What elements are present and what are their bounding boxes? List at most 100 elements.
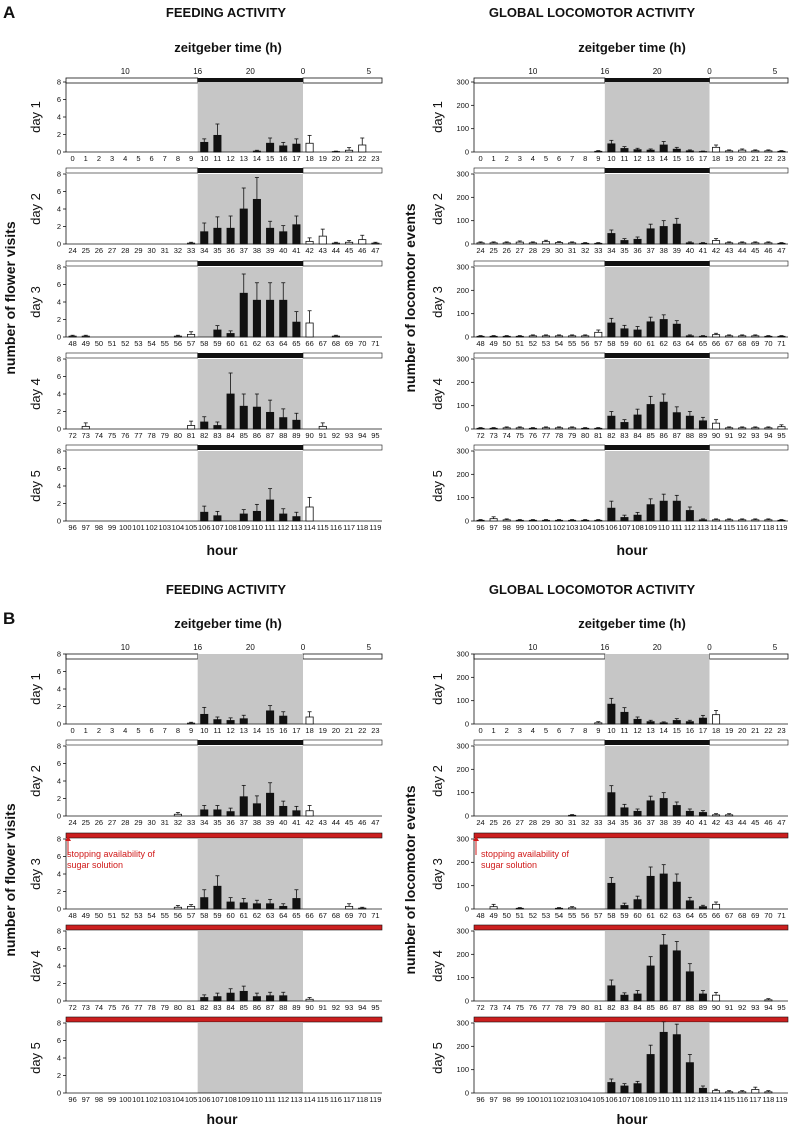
bar-hour-71 — [777, 335, 786, 338]
x-tick-label: 21 — [751, 726, 759, 735]
bar-hour-36 — [633, 810, 642, 817]
bar-hour-86 — [659, 401, 668, 430]
x-tick-label: 61 — [646, 339, 654, 348]
y-tick-label: 6 — [57, 759, 61, 768]
day-label: day 5 — [430, 470, 445, 502]
x-tick-label: 84 — [226, 1003, 234, 1012]
y-tick-label: 8 — [57, 447, 61, 456]
y-tick-label: 0 — [465, 720, 469, 729]
x-tick-label: 83 — [213, 431, 221, 440]
night-shade — [604, 174, 710, 244]
bar-hour-64 — [685, 335, 694, 338]
x-tick-label: 104 — [172, 1095, 185, 1104]
x-tick-label: 33 — [187, 246, 195, 255]
x-tick-label: 11 — [214, 726, 222, 735]
x-tick-label: 108 — [631, 1095, 644, 1104]
y-tick-label: 2 — [57, 1071, 61, 1080]
y-tick-label: 4 — [57, 1054, 61, 1063]
x-tick-label: 13 — [646, 154, 654, 163]
zeitgeber-title-b-feeding: zeitgeber time (h) — [174, 616, 282, 631]
bar-hour-114 — [712, 1090, 721, 1094]
y-tick-label: 0 — [57, 425, 61, 434]
bar-hour-117 — [751, 519, 760, 522]
bar-hour-18 — [305, 716, 314, 725]
x-tick-label: 14 — [253, 154, 261, 163]
bar-hour-87 — [672, 950, 681, 1002]
dark-phase-bar — [604, 261, 710, 266]
title-b-locomotor: GLOBAL LOCOMOTOR ACTIVITY — [489, 582, 696, 597]
x-tick-label: 14 — [660, 726, 668, 735]
zeitgeber-tick: 10 — [121, 643, 130, 652]
x-tick-label: 79 — [568, 431, 576, 440]
y-tick-label: 100 — [456, 309, 469, 318]
bar-hour-59 — [620, 905, 629, 910]
bar-hour-57 — [594, 331, 603, 338]
x-tick-label: 44 — [738, 246, 746, 255]
bar-hour-90 — [712, 994, 721, 1002]
x-tick-label: 26 — [503, 246, 511, 255]
bar-hour-15 — [266, 142, 275, 153]
x-tick-label: 50 — [503, 911, 511, 920]
x-tick-label: 38 — [660, 818, 668, 827]
dark-phase-bar — [604, 445, 710, 450]
bar-hour-70 — [358, 907, 367, 910]
x-tick-label: 45 — [751, 246, 759, 255]
day-panel-3: 0 100 200 300 day 3 48 49 50 51 52 53 54 55 56 57 58 59 6… — [430, 260, 789, 348]
x-tick-label: 9 — [189, 726, 193, 735]
x-tick-label: 76 — [529, 431, 537, 440]
day-label: day 3 — [28, 858, 43, 890]
bar-hour-29 — [541, 241, 550, 245]
x-tick-label: 29 — [542, 818, 550, 827]
x-tick-label: 91 — [319, 1003, 327, 1012]
x-tick-label: 92 — [332, 431, 340, 440]
bar-hour-37 — [646, 228, 655, 245]
x-tick-label: 57 — [594, 911, 602, 920]
x-tick-label: 112 — [684, 523, 696, 532]
x-tick-label: 77 — [134, 1003, 142, 1012]
x-tick-label: 116 — [330, 523, 342, 532]
x-tick-label: 10 — [607, 726, 615, 735]
x-tick-label: 6 — [149, 154, 153, 163]
x-tick-label: 15 — [673, 726, 681, 735]
bar-hour-15 — [672, 148, 681, 153]
x-tick-label: 26 — [95, 246, 103, 255]
x-tick-label: 40 — [279, 818, 287, 827]
x-tick-label: 101 — [540, 523, 553, 532]
x-tick-label: 15 — [266, 726, 274, 735]
bar-hour-69 — [751, 335, 760, 338]
zeitgeber-tick: 16 — [193, 67, 202, 76]
bar-hour-82 — [200, 421, 209, 430]
x-tick-label: 81 — [594, 1003, 602, 1012]
y-tick-label: 6 — [57, 1036, 61, 1045]
x-tick-label: 47 — [777, 246, 785, 255]
x-tick-label: 103 — [566, 1095, 579, 1104]
x-tick-label: 63 — [673, 339, 681, 348]
bar-hour-83 — [213, 425, 222, 430]
x-tick-label: 42 — [305, 246, 313, 255]
x-tick-label: 31 — [161, 818, 169, 827]
x-tick-label: 62 — [253, 911, 261, 920]
x-tick-label: 29 — [542, 246, 550, 255]
x-tick-label: 53 — [542, 911, 550, 920]
x-tick-label: 11 — [214, 154, 222, 163]
x-tick-label: 49 — [489, 339, 497, 348]
x-tick-label: 40 — [686, 818, 694, 827]
bar-hour-109 — [646, 1054, 655, 1094]
bar-hour-118 — [764, 519, 773, 522]
sugar-removed-bar — [65, 832, 383, 839]
x-tick-label: 59 — [213, 339, 221, 348]
bar-hour-63 — [266, 903, 275, 910]
x-tick-label: 35 — [620, 818, 628, 827]
x-tick-label: 83 — [213, 1003, 221, 1012]
x-tick-label: 9 — [596, 154, 600, 163]
bar-hour-78 — [555, 427, 564, 430]
x-tick-label: 48 — [68, 911, 76, 920]
x-tick-label: 85 — [240, 1003, 248, 1012]
bar-hour-110 — [252, 510, 261, 522]
x-tick-label: 64 — [686, 911, 694, 920]
bar-hour-102 — [555, 519, 564, 522]
annotation-line1-feeding: stopping availability of — [67, 849, 156, 859]
x-tick-label: 110 — [658, 1095, 670, 1104]
